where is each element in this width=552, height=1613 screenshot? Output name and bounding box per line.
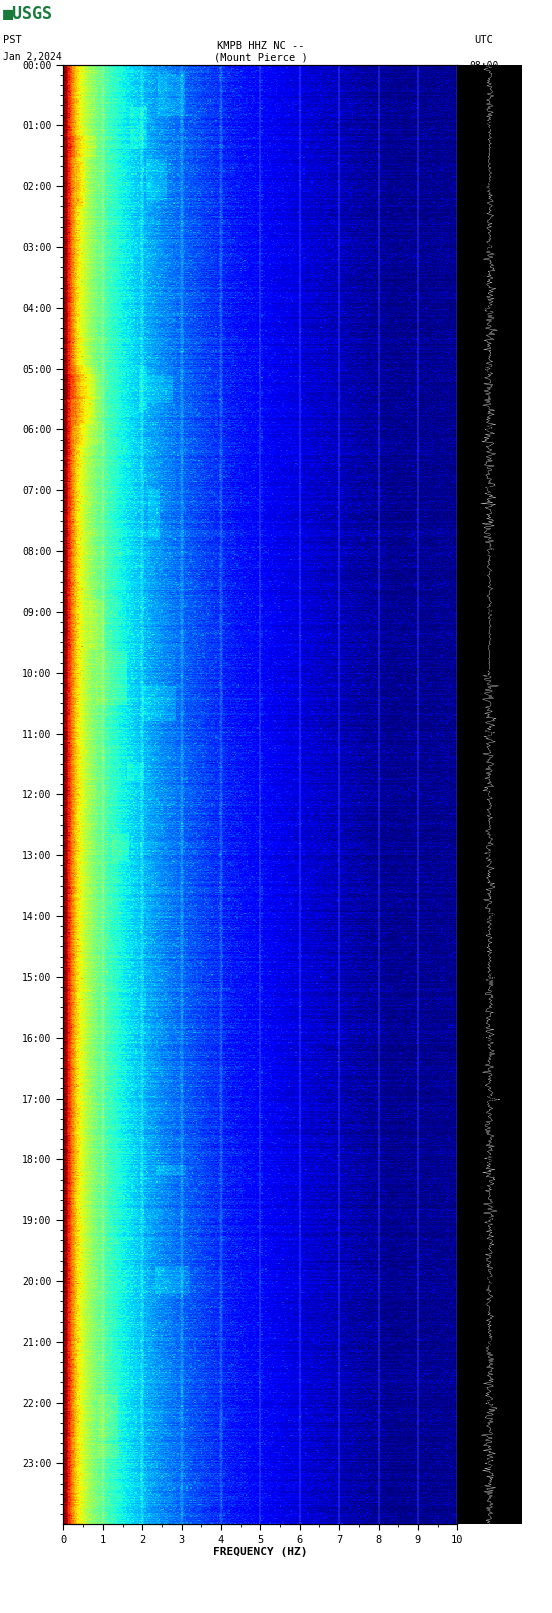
Title: KMPB HHZ NC --
(Mount Pierce ): KMPB HHZ NC -- (Mount Pierce )	[214, 40, 307, 63]
Text: UTC: UTC	[475, 35, 493, 45]
Text: ■USGS: ■USGS	[3, 5, 53, 23]
Text: Jan 2,2024: Jan 2,2024	[3, 52, 61, 61]
X-axis label: FREQUENCY (HZ): FREQUENCY (HZ)	[213, 1547, 307, 1558]
Text: PST: PST	[3, 35, 22, 45]
